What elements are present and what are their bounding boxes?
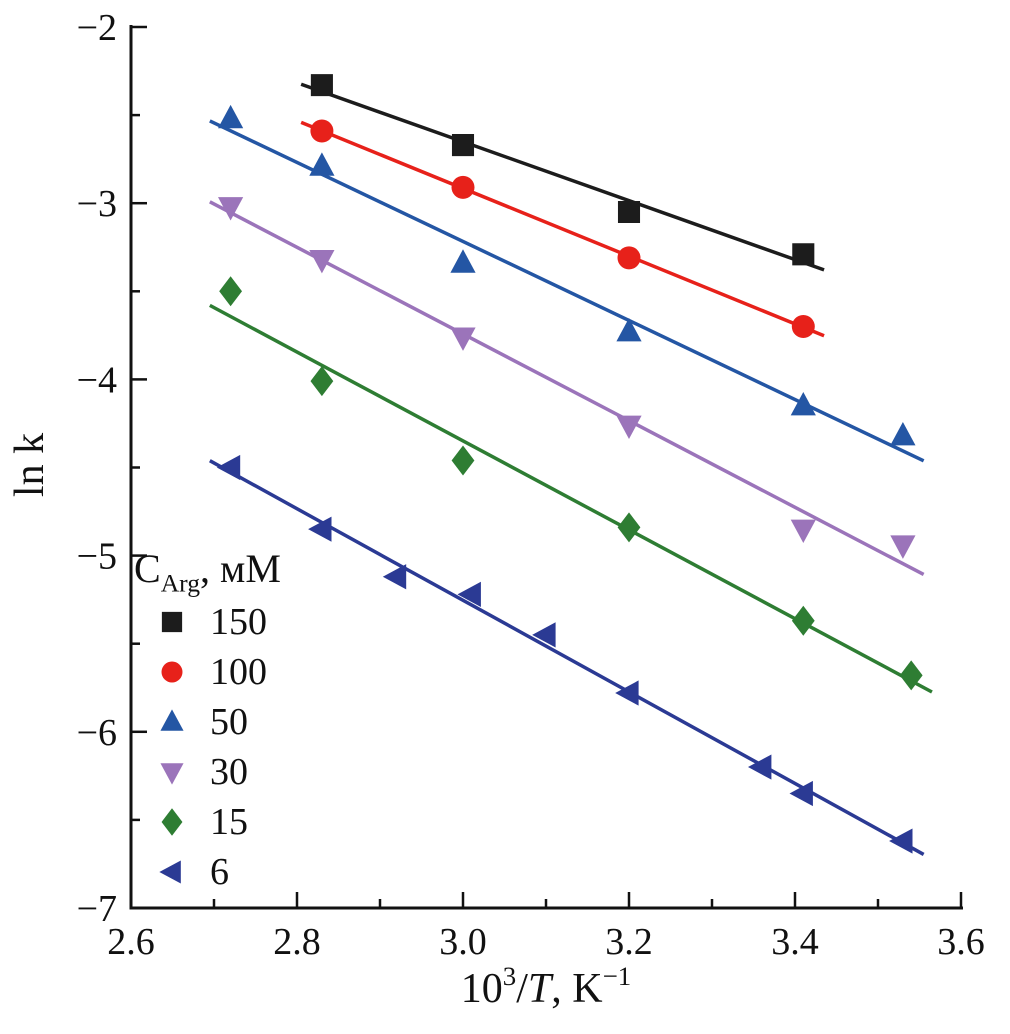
x-tick-label: 3.2 [605, 921, 653, 963]
data-point [450, 327, 476, 351]
data-point [617, 200, 641, 224]
x-tick-label: 2.6 [107, 921, 155, 963]
data-point [309, 152, 335, 176]
data-point [899, 660, 923, 691]
data-point [889, 828, 913, 854]
x-tick-label: 2.8 [273, 921, 321, 963]
data-point [616, 318, 642, 342]
trend-lines [209, 82, 933, 856]
data-point [789, 780, 813, 807]
data-point [748, 754, 772, 780]
data-point [450, 249, 476, 273]
data-point [451, 175, 475, 199]
axes [129, 25, 963, 910]
data-point [310, 366, 334, 397]
triangle-up-marker-icon [160, 709, 184, 731]
legend-label: 6 [210, 851, 229, 893]
data-point [791, 605, 815, 636]
data-point [308, 516, 332, 542]
y-tick-label: −2 [77, 7, 117, 49]
legend-item-150: 150 [161, 601, 267, 643]
legend-label: 100 [210, 651, 267, 693]
data-point [310, 74, 333, 97]
data-point [218, 197, 244, 221]
triangle-down-marker-icon [160, 763, 184, 785]
data-point [532, 622, 556, 648]
y-tick-label: −7 [77, 888, 117, 930]
data-point [218, 104, 244, 129]
legend-item-50: 50 [160, 701, 248, 743]
y-tick-label: −6 [77, 712, 117, 754]
y-tick-label: −3 [77, 183, 117, 225]
x-tick-label: 3.4 [771, 921, 819, 963]
data-point [616, 415, 642, 440]
legend-label: 50 [210, 701, 248, 743]
data-point [219, 276, 242, 307]
trendline-100 [300, 120, 825, 338]
data-point [615, 680, 639, 706]
data-point [310, 119, 334, 143]
triangle-left-marker-icon [159, 860, 181, 884]
series-150-markers [310, 74, 815, 266]
circle-marker-icon [161, 661, 183, 683]
legend-label: 150 [210, 601, 267, 643]
series-6-markers [216, 454, 913, 854]
y-axis-label: ln k [7, 432, 53, 498]
data-point [617, 246, 641, 270]
data-point [890, 535, 916, 559]
trendline-30 [209, 200, 925, 577]
data-point [451, 134, 475, 157]
y-tick-label: −5 [77, 536, 117, 578]
data-point [617, 512, 641, 543]
legend-item-100: 100 [161, 651, 267, 693]
legend-item-30: 30 [160, 751, 248, 793]
data-point [309, 249, 335, 274]
x-tick-label: 3.6 [937, 921, 985, 963]
data-point [382, 564, 407, 590]
legend-label: 15 [210, 801, 248, 843]
trendline-15 [209, 303, 933, 694]
data-point [890, 421, 916, 446]
data-point [792, 243, 815, 266]
series-100-markers [310, 119, 815, 339]
data-point [216, 454, 241, 481]
data-point [457, 581, 481, 607]
x-tick-label: 3.0 [439, 921, 487, 963]
trendline-150 [300, 82, 825, 272]
legend-title: CArg, мМ [134, 546, 281, 598]
data-point [451, 445, 475, 476]
data-markers [216, 74, 923, 854]
series-30-markers [218, 197, 916, 559]
legend-item-15: 15 [161, 801, 248, 843]
series-15-markers [219, 276, 923, 691]
series-50-markers [218, 104, 916, 446]
data-point [790, 519, 816, 543]
square-marker-icon [161, 611, 183, 633]
ticks [129, 25, 963, 910]
diamond-marker-icon [161, 808, 183, 836]
x-axis-label: 103/T, K−1 [461, 961, 631, 1012]
y-tick-label: −4 [77, 359, 117, 401]
data-point [790, 392, 816, 416]
tick-labels: 2.6 2.8 3.0 3.2 3.4 3.6 −7 −6 −5 −4 −3 −2 [77, 7, 985, 963]
legend-label: 30 [210, 751, 248, 793]
data-point [791, 315, 815, 339]
legend-item-6: 6 [159, 851, 229, 893]
